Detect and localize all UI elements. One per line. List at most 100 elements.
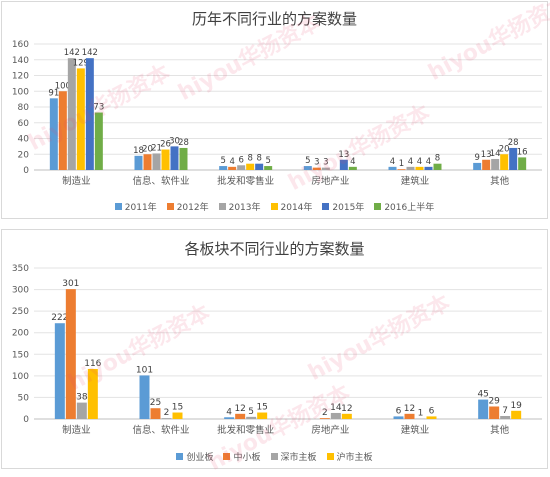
data-label: 4 (390, 157, 395, 167)
y-tick-label: 80 (18, 103, 30, 113)
bar (180, 148, 188, 170)
data-label: 142 (82, 48, 98, 58)
data-label: 1 (418, 409, 424, 419)
data-label: 7 (502, 406, 508, 416)
y-tick-label: 60 (18, 119, 30, 129)
bar (162, 150, 170, 170)
data-label: 29 (488, 396, 500, 406)
x-tick-label: 房地产业 (311, 424, 349, 436)
legend-label: 创业板 (186, 450, 213, 463)
data-label: 4 (229, 157, 234, 167)
bar (398, 169, 406, 170)
data-label: 14 (330, 403, 342, 413)
legend-label: 深市主板 (281, 450, 317, 463)
bar (228, 167, 236, 170)
data-label: 3 (323, 158, 328, 168)
data-label: 4 (417, 157, 422, 167)
data-label: 4 (426, 157, 431, 167)
x-tick-label: 房地产业 (311, 175, 349, 187)
data-label: 6 (396, 406, 402, 416)
data-label: 1 (399, 159, 404, 169)
bar (246, 164, 254, 170)
data-label: 38 (76, 393, 88, 403)
x-tick-label: 建筑业 (401, 175, 430, 187)
x-tick-label: 制造业 (62, 175, 91, 187)
data-label: 5 (248, 407, 254, 417)
legend-item: 深市主板 (271, 450, 317, 463)
bar (151, 408, 161, 419)
bar (237, 165, 245, 170)
legend-swatch (176, 453, 183, 460)
bar (77, 68, 85, 170)
data-label: 5 (305, 156, 310, 166)
bar (342, 414, 352, 419)
bar (511, 411, 521, 419)
legend-item: 沪市主板 (327, 450, 373, 463)
y-tick-label: 350 (12, 264, 29, 274)
bar (349, 167, 357, 170)
y-tick-label: 100 (12, 372, 29, 382)
bar (489, 406, 499, 419)
data-label: 5 (220, 156, 225, 166)
bar (59, 91, 67, 170)
x-tick-label: 其他 (490, 175, 510, 187)
legend-label: 2016上半年 (384, 200, 434, 213)
y-tick-label: 200 (12, 329, 29, 339)
bar (219, 166, 227, 170)
data-label: 2 (164, 408, 170, 418)
y-tick-label: 140 (12, 56, 29, 66)
bar (224, 417, 234, 419)
legend-swatch (374, 203, 381, 210)
y-tick-label: 20 (18, 150, 30, 160)
bar (135, 156, 143, 170)
bar (425, 167, 433, 170)
data-label: 25 (150, 398, 161, 408)
bar-chart-board: 05010015020025030035022230138116制造业10125… (2, 230, 547, 468)
legend-swatch (327, 453, 334, 460)
legend-label: 2013年 (229, 200, 261, 213)
bar (389, 167, 397, 170)
data-label: 2 (322, 408, 328, 418)
y-tick-label: 40 (18, 135, 30, 145)
data-label: 6 (429, 406, 435, 416)
y-tick-label: 0 (23, 166, 29, 176)
x-tick-label: 批发和零售业 (217, 175, 274, 187)
bar (95, 113, 103, 170)
legend-item: 2012年 (167, 200, 209, 213)
x-tick-label: 建筑业 (401, 424, 430, 436)
bar (518, 157, 526, 170)
bar (500, 416, 510, 419)
data-label: 3 (314, 158, 319, 168)
data-label: 6 (238, 155, 243, 165)
bar (491, 159, 499, 170)
bar (68, 58, 76, 170)
y-tick-label: 120 (12, 72, 29, 82)
data-label: 28 (178, 138, 189, 148)
bar (322, 168, 330, 170)
bar (88, 369, 98, 419)
bar (394, 416, 404, 419)
x-tick-label: 信息、软件业 (132, 424, 189, 436)
bar (427, 416, 437, 419)
x-tick-label: 信息、软件业 (132, 175, 189, 187)
legend-item: 创业板 (176, 450, 213, 463)
legend: 创业板中小板 深市主板沪市主板 (2, 450, 547, 463)
bar (473, 163, 481, 170)
data-label: 101 (136, 365, 153, 375)
legend-item: 2013年 (219, 200, 261, 213)
bar (162, 418, 172, 419)
data-label: 16 (517, 147, 528, 157)
bar (50, 98, 58, 170)
data-label: 73 (93, 103, 104, 113)
bar-chart-yearly: 0204060801001201401609110014212914273制造业… (2, 2, 547, 218)
bar (140, 375, 150, 419)
data-label: 5 (265, 156, 270, 166)
legend-swatch (115, 203, 122, 210)
data-label: 12 (404, 404, 415, 414)
bar (77, 403, 87, 419)
data-label: 12 (234, 404, 245, 414)
legend-item: 中小板 (223, 450, 260, 463)
data-label: 8 (247, 154, 252, 164)
data-label: 15 (256, 403, 267, 413)
